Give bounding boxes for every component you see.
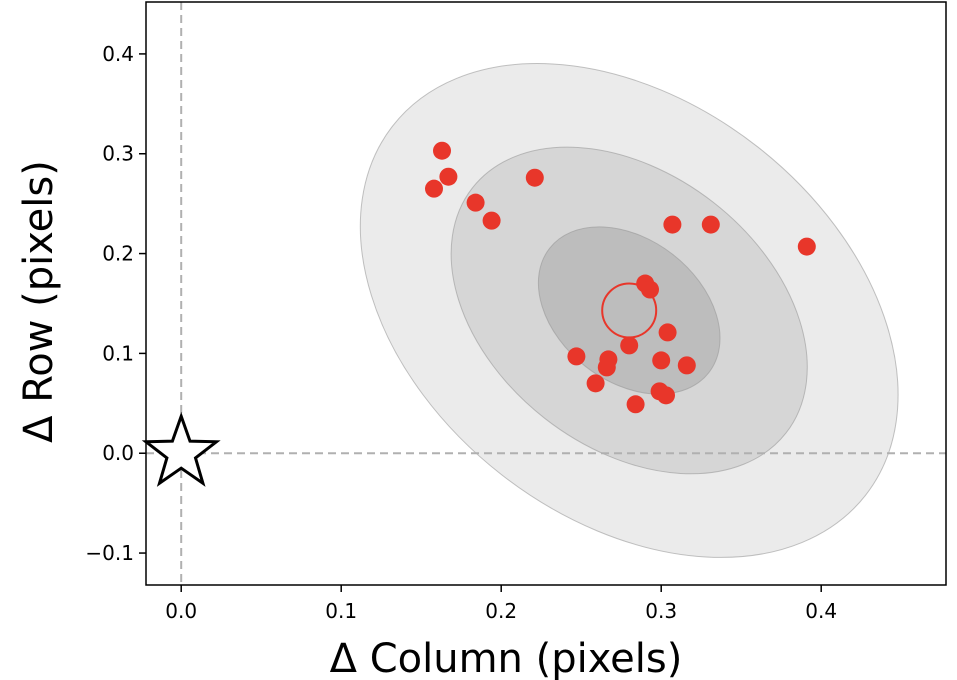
y-axis-label: Δ Row (pixels)	[16, 160, 62, 443]
y-axis-ticks: −0.1 0.0 0.1 0.2 0.3 0.4	[85, 42, 146, 565]
x-tick-label: 0.1	[325, 599, 357, 623]
x-axis-ticks: 0.0 0.1 0.2 0.3 0.4	[165, 585, 837, 623]
x-axis-label: Δ Column (pixels)	[330, 636, 683, 680]
data-point	[652, 351, 671, 370]
data-point	[701, 215, 720, 234]
reference-star	[141, 411, 221, 487]
data-point	[657, 386, 675, 405]
data-point	[425, 179, 443, 198]
data-point	[797, 237, 816, 256]
data-point	[433, 141, 451, 160]
data-point	[658, 323, 677, 342]
data-point	[626, 395, 645, 414]
x-tick-label: 0.0	[165, 599, 197, 623]
data-point	[677, 356, 696, 375]
data-point	[663, 215, 682, 234]
y-tick-label: 0.3	[102, 142, 134, 166]
data-point	[586, 374, 605, 393]
data-points	[425, 141, 816, 414]
y-tick-label: 0.2	[102, 242, 134, 266]
x-tick-label: 0.4	[805, 599, 837, 623]
plot-frame	[145, 1, 947, 586]
y-tick-label: 0.1	[102, 341, 134, 365]
x-tick-label: 0.2	[485, 599, 517, 623]
data-point	[620, 336, 639, 355]
data-point	[597, 358, 616, 377]
data-point	[439, 167, 458, 186]
reference-lines	[146, 2, 946, 585]
data-point	[641, 280, 659, 299]
data-point	[567, 347, 586, 366]
x-tick-label: 0.3	[645, 599, 677, 623]
data-point	[482, 211, 501, 230]
y-tick-label: −0.1	[85, 541, 134, 565]
star-marker	[141, 411, 221, 487]
y-tick-label: 0.0	[102, 441, 134, 465]
data-point	[466, 193, 485, 212]
y-tick-label: 0.4	[102, 42, 134, 66]
data-point	[525, 168, 544, 187]
